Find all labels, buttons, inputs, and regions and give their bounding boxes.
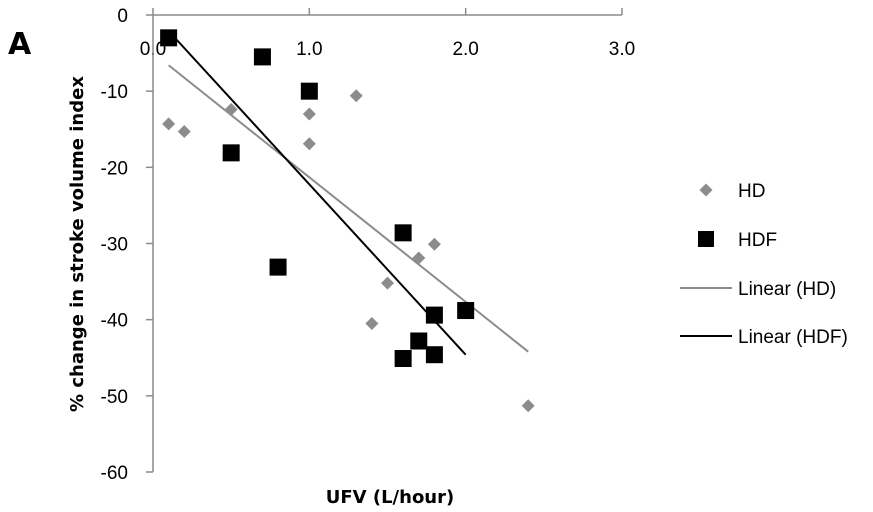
hdf-point [425, 346, 443, 364]
hd-trendline [168, 64, 529, 353]
legend-marker [699, 183, 713, 197]
y-tick-label: -50 [101, 387, 128, 408]
y-tick-label: -60 [101, 463, 128, 484]
y-axis-title: % change in stroke volume index [67, 76, 88, 412]
legend-linear-hd: Linear (HD) [680, 279, 836, 300]
y-axis-ticks: 0 -10 -20 -30 -40 -50 -60 [101, 6, 153, 484]
hd-point [427, 237, 441, 251]
y-tick-label: -20 [101, 158, 128, 179]
y-tick-label: 0 [117, 6, 128, 27]
hd-point [412, 251, 426, 265]
hdf-point [253, 48, 271, 66]
hd-point [302, 137, 316, 151]
legend-label: Linear (HDF) [738, 327, 848, 348]
legend-hdf: HDF [698, 230, 777, 251]
x-tick-label: 3.0 [609, 39, 635, 60]
hd-point [521, 399, 535, 413]
hd-point [349, 89, 363, 103]
hd-point [177, 125, 191, 139]
hdf-point [394, 224, 412, 242]
legend-label: Linear (HD) [738, 279, 836, 300]
x-axis-ticks: 0.0 1.0 2.0 3.0 [140, 8, 635, 60]
hdf-point [300, 82, 318, 100]
hd-point [365, 316, 379, 330]
data-points [160, 29, 535, 413]
legend-label: HDF [738, 230, 777, 251]
y-tick-label: -40 [101, 311, 128, 332]
x-tick-label: 1.0 [296, 39, 322, 60]
legend-hd: HD [699, 181, 765, 202]
hdf-point [410, 332, 428, 350]
hdf-point [160, 29, 178, 47]
y-tick-label: -10 [101, 82, 128, 103]
hdf-point [425, 306, 443, 324]
hdf-trendline [167, 30, 467, 356]
hdf-point [394, 350, 412, 368]
legend-marker [698, 231, 714, 247]
hd-point [381, 276, 394, 290]
hd-point [302, 107, 316, 121]
y-tick-label: -30 [101, 235, 128, 256]
hdf-point [222, 144, 240, 162]
legend-label: HD [738, 181, 765, 202]
x-tick-label: 2.0 [452, 39, 478, 60]
trendlines [167, 30, 529, 356]
hd-point [162, 117, 176, 131]
panel-label: A [8, 27, 32, 62]
hdf-point [269, 258, 287, 276]
hdf-point [457, 302, 475, 320]
hd-point [224, 102, 238, 116]
x-axis-title: UFV (L/hour) [326, 487, 454, 508]
legend-linear-hdf: Linear (HDF) [680, 327, 848, 348]
legend: HD HDF Linear (HD) Linear (HDF) [680, 181, 848, 348]
